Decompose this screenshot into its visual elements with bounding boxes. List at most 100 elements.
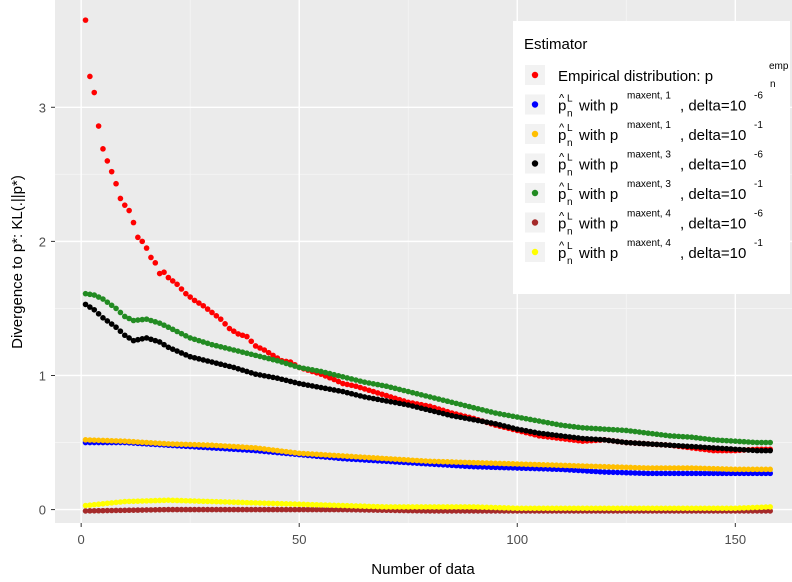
data-point — [318, 451, 324, 458]
data-point — [706, 436, 712, 443]
data-point — [457, 414, 464, 421]
data-point — [309, 367, 316, 373]
data-point — [152, 497, 159, 504]
data-point — [728, 466, 734, 473]
data-point — [697, 505, 704, 512]
data-point — [697, 444, 704, 450]
data-point — [283, 448, 289, 455]
data-point — [523, 505, 529, 512]
data-point — [684, 505, 691, 512]
data-point — [300, 506, 307, 513]
data-point — [230, 364, 237, 371]
legend: Estimator Empirical distribution: pempn^… — [513, 21, 790, 294]
data-point — [457, 401, 464, 408]
data-point — [396, 456, 403, 463]
legend-label-exponent: -1 — [754, 238, 763, 249]
data-point — [287, 449, 294, 455]
data-point — [479, 407, 486, 413]
data-point — [675, 442, 682, 449]
legend-label: with p — [578, 98, 618, 115]
data-point — [553, 505, 560, 512]
data-point — [597, 426, 603, 432]
data-point — [135, 507, 141, 513]
data-point — [148, 317, 154, 324]
data-point — [148, 507, 154, 513]
data-point — [575, 463, 582, 469]
data-point — [82, 290, 89, 297]
data-point — [518, 505, 525, 512]
data-point — [287, 501, 294, 507]
data-point — [239, 332, 246, 339]
data-point — [139, 336, 146, 342]
data-point — [196, 442, 202, 448]
data-point — [697, 470, 704, 477]
data-point — [318, 502, 324, 508]
data-point — [148, 254, 154, 261]
data-point — [649, 441, 656, 447]
data-point — [126, 438, 132, 445]
data-point — [187, 335, 193, 341]
data-point — [649, 430, 656, 437]
data-point — [169, 346, 176, 353]
data-point — [754, 439, 760, 446]
data-point — [636, 464, 643, 471]
data-point — [374, 390, 381, 396]
data-point — [265, 506, 272, 513]
data-point — [558, 433, 564, 439]
data-point — [444, 398, 451, 405]
data-point — [588, 425, 595, 432]
data-point — [117, 499, 124, 505]
data-point — [479, 464, 486, 470]
data-point — [553, 421, 560, 428]
data-point — [113, 180, 119, 187]
data-point — [178, 441, 185, 448]
data-point — [274, 500, 281, 507]
data-point — [553, 462, 560, 469]
data-point — [396, 400, 403, 407]
data-point — [217, 499, 224, 505]
data-point — [292, 363, 298, 369]
data-point — [645, 430, 651, 436]
data-point — [684, 465, 691, 471]
data-point — [427, 508, 433, 514]
data-point — [536, 465, 542, 472]
data-point — [169, 278, 176, 284]
data-point — [174, 281, 180, 288]
data-point — [723, 505, 730, 512]
data-point — [592, 425, 599, 432]
data-point — [579, 463, 586, 469]
data-point — [335, 502, 342, 509]
data-point — [466, 459, 473, 466]
legend-hat: ^ — [559, 181, 565, 193]
data-point — [575, 424, 582, 431]
data-point — [174, 348, 180, 354]
data-point — [449, 459, 455, 465]
data-point — [701, 505, 708, 512]
data-point — [409, 389, 416, 396]
data-point — [244, 350, 250, 357]
data-point — [479, 418, 486, 425]
data-point — [191, 498, 198, 504]
data-point — [715, 445, 721, 451]
data-point — [418, 457, 425, 464]
data-point — [183, 441, 189, 448]
data-point — [270, 356, 276, 363]
legend-swatch — [531, 189, 539, 197]
legend-p: p — [558, 216, 566, 233]
data-point — [422, 406, 429, 413]
data-point — [654, 505, 660, 512]
data-point — [392, 395, 398, 402]
data-point — [95, 507, 102, 514]
data-point — [392, 456, 398, 462]
data-point — [584, 468, 590, 474]
data-point — [292, 506, 298, 513]
data-point — [91, 306, 98, 313]
data-point — [239, 499, 246, 506]
data-point — [213, 342, 220, 349]
data-point — [108, 437, 115, 444]
data-point — [135, 439, 141, 445]
data-point — [318, 506, 324, 513]
data-point — [300, 381, 307, 388]
data-point — [379, 455, 385, 462]
data-point — [287, 378, 294, 385]
